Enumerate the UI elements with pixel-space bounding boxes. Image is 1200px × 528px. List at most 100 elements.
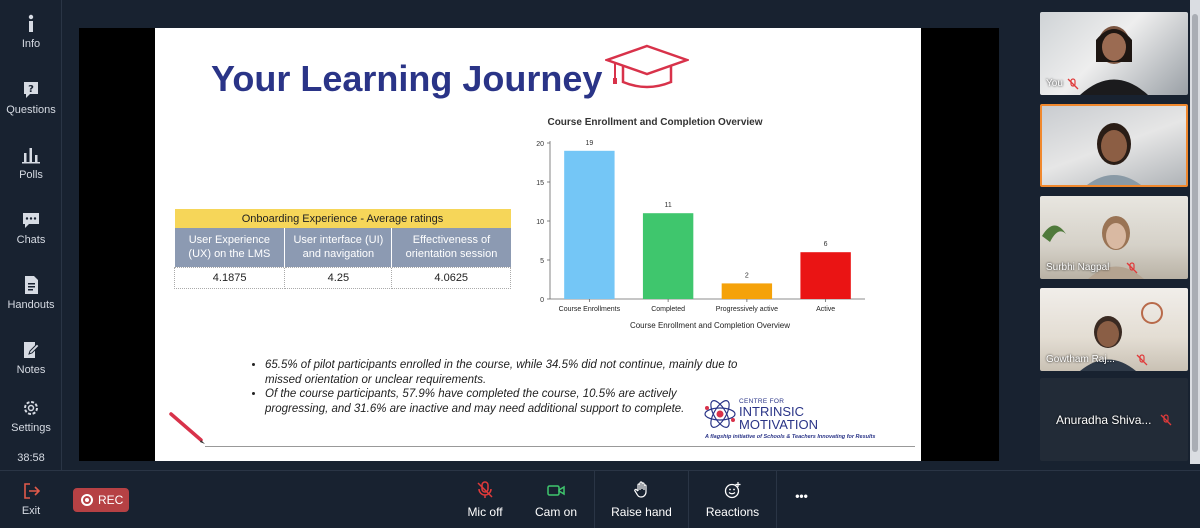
gear-icon [24, 401, 38, 415]
participant-tile[interactable]: Anuradha Shiva... [1040, 378, 1188, 461]
rec-label: REC [98, 493, 124, 507]
sidebar-item-label: Polls [19, 169, 43, 181]
participant-video [1087, 123, 1141, 185]
session-timer: 38:58 [17, 452, 45, 464]
column-header: Effectiveness of orientation session [391, 228, 511, 267]
camera-label: Cam on [534, 505, 578, 519]
bar [564, 150, 615, 299]
participant-name: Surbhi Nagpal [1046, 262, 1110, 273]
slide-divider [205, 446, 915, 447]
more-options-icon: ••• [795, 489, 808, 503]
raise-hand-button[interactable]: Raise hand [594, 471, 688, 528]
presentation-stage: Your Learning Journey Onboarding Experie… [79, 28, 999, 461]
chat-icon [23, 213, 39, 228]
x-tick-label: Active [816, 306, 835, 313]
exit-icon [24, 483, 41, 499]
participant-video [1080, 26, 1148, 95]
raise-hand-label: Raise hand [611, 505, 672, 519]
scrollbar-thumb[interactable] [1192, 14, 1198, 452]
participant-name: Anuradha Shiva... [1056, 413, 1152, 427]
bar [800, 252, 851, 299]
logo-text: MOTIVATION [739, 417, 818, 432]
mic-off-icon [1126, 262, 1138, 274]
exit-label: Exit [21, 505, 41, 517]
sidebar-item-settings[interactable]: Settings [0, 398, 62, 434]
participant-name: You [1046, 78, 1063, 89]
pen-icon [169, 412, 205, 444]
list-item: 65.5% of pilot participants enrolled in … [265, 358, 741, 387]
document-icon [25, 276, 38, 294]
ratings-table: Onboarding Experience - Average ratings … [173, 209, 511, 289]
recording-indicator: REC [73, 488, 129, 512]
participant-tile[interactable]: Gowtham Raj... [1040, 288, 1188, 371]
camera-toggle-button[interactable]: Cam on [520, 471, 592, 528]
sidebar-item-label: Info [21, 38, 41, 50]
atom-logo-icon [704, 400, 736, 428]
sidebar-item-questions[interactable]: ? Questions [0, 80, 62, 116]
left-sidebar: Info ? Questions Polls Chats Handouts No… [0, 0, 62, 528]
x-tick-label: Completed [651, 306, 685, 313]
reactions-label: Reactions [705, 505, 760, 519]
chart-x-axis-label: Course Enrollment and Completion Overvie… [630, 321, 790, 330]
sidebar-item-polls[interactable]: Polls [0, 145, 62, 181]
data-label: 2 [745, 272, 749, 279]
x-tick-label: Progressively active [716, 306, 778, 313]
smiley-icon [724, 482, 740, 499]
data-label: 19 [585, 140, 593, 147]
notes-icon [24, 342, 40, 358]
mic-off-icon [1136, 354, 1148, 366]
reactions-button[interactable]: Reactions [688, 471, 776, 528]
mic-off-icon [1067, 78, 1079, 90]
slide: Your Learning Journey Onboarding Experie… [155, 28, 921, 461]
column-header: User interface (UI) and navigation [284, 228, 393, 267]
mic-toggle-button[interactable]: Mic off [452, 471, 518, 528]
bar [642, 213, 694, 299]
graduation-cap-icon [605, 44, 689, 89]
sidebar-item-label: Questions [6, 104, 56, 116]
more-options-button[interactable]: ••• [776, 471, 826, 528]
bar-chart: Course Enrollment and Completion Overvie… [536, 117, 865, 330]
cim-logo: CENTRE FOR INTRINSIC MOTIVATION A flagsh… [703, 394, 917, 446]
participants-scrollbar[interactable] [1190, 0, 1200, 464]
participants-panel: You Surbhi Nagpal [1031, 0, 1200, 464]
y-tick-label: 15 [536, 180, 544, 187]
question-icon: ? [24, 82, 38, 98]
y-tick-label: 0 [540, 297, 544, 304]
sidebar-item-label: Settings [11, 422, 51, 434]
data-label: 6 [824, 241, 828, 248]
list-item: Of the course participants, 57.9% have c… [265, 387, 741, 416]
mic-off-icon [477, 481, 493, 498]
bar [721, 283, 773, 299]
camera-icon [547, 485, 565, 496]
participant-tile-active-speaker[interactable] [1040, 104, 1188, 187]
x-tick-label: Course Enrollments [559, 306, 621, 313]
bottom-toolbar: Exit REC Mic off Cam on Raise hand React… [0, 470, 1200, 528]
y-tick-label: 20 [536, 141, 544, 148]
participant-tile[interactable]: You [1040, 12, 1188, 95]
slide-title: Your Learning Journey [211, 58, 603, 99]
chart-title: Course Enrollment and Completion Overvie… [547, 117, 762, 128]
mic-off-icon [1160, 414, 1172, 426]
findings-list: 65.5% of pilot participants enrolled in … [251, 358, 741, 416]
participant-tile[interactable]: Surbhi Nagpal [1040, 196, 1188, 279]
exit-button[interactable]: Exit [0, 481, 62, 517]
sidebar-item-info[interactable]: Info [0, 14, 62, 50]
mic-label: Mic off [467, 505, 503, 519]
sidebar-item-label: Handouts [7, 299, 55, 311]
sidebar-item-chats[interactable]: Chats [0, 210, 62, 246]
participant-video [1080, 302, 1163, 371]
logo-text: INTRINSIC [739, 404, 804, 419]
table-cell: 4.25 [284, 266, 393, 289]
logo-text: CENTRE FOR [739, 398, 785, 405]
logo-tagline: A flagship initiative of Schools & Teach… [705, 434, 876, 440]
column-header: User Experience (UX) on the LMS [174, 228, 286, 267]
sidebar-item-label: Notes [16, 364, 46, 376]
y-tick-label: 5 [540, 258, 544, 265]
data-label: 11 [664, 202, 671, 209]
participant-name: Gowtham Raj... [1046, 354, 1115, 365]
sidebar-item-handouts[interactable]: Handouts [0, 275, 62, 311]
record-icon [81, 494, 93, 506]
table-cell: 4.0625 [391, 266, 511, 289]
table-cell: 4.1875 [173, 266, 286, 289]
sidebar-item-notes[interactable]: Notes [0, 340, 62, 376]
